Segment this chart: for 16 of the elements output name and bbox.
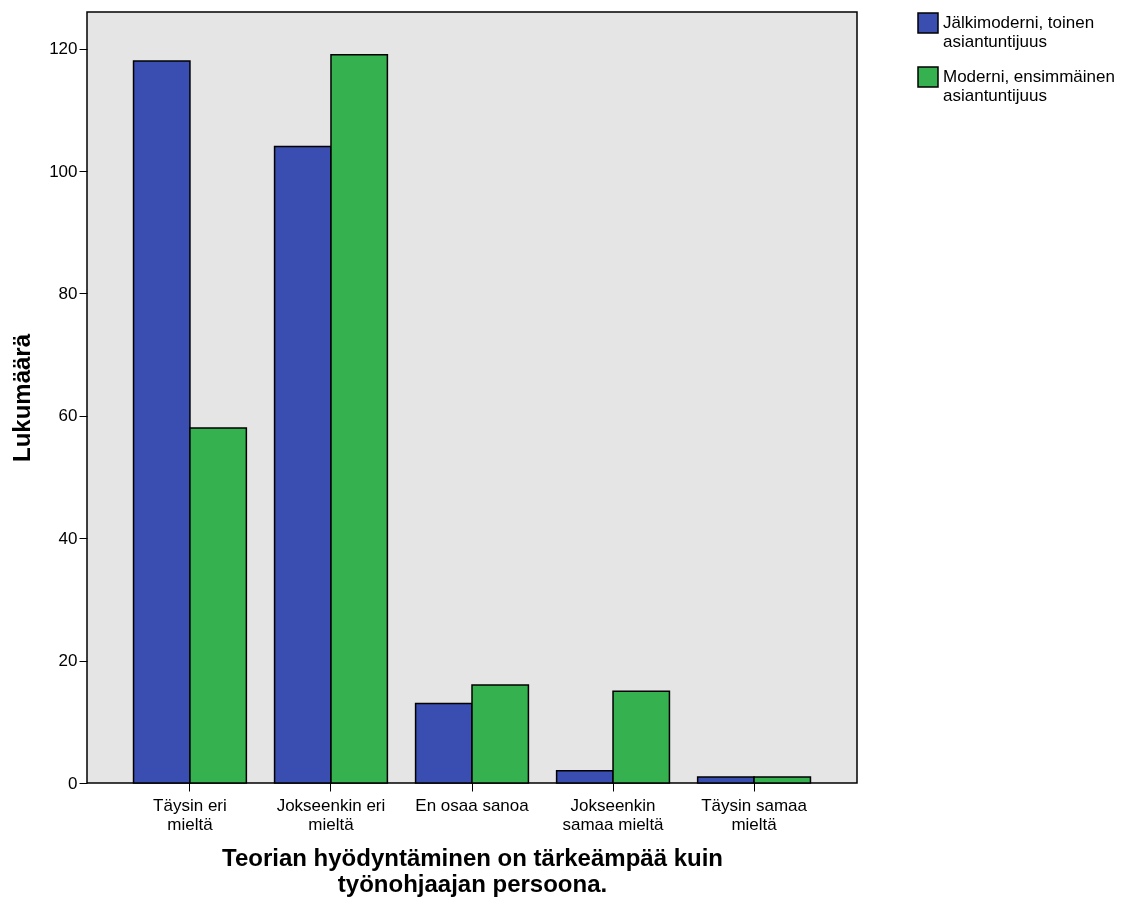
y-tick-label: 80 — [58, 283, 78, 303]
y-tick-label: 40 — [58, 528, 78, 548]
x-tick-label: Jokseenkin samaa mieltä — [562, 795, 665, 834]
x-tick-label: En osaa sanoa — [415, 795, 530, 815]
x-tick-label: Jokseenkin eri mieltä — [276, 795, 386, 834]
x-axis-title: Teorian hyödyntäminen on tärkeämpää kuin työnohjaajan persoona. — [222, 843, 723, 897]
y-tick-label: 0 — [68, 773, 78, 793]
legend-label: Jälkimoderni, toinen asiantuntijuus — [943, 13, 1095, 51]
y-tick-label: 20 — [58, 651, 78, 671]
y-tick-label: 120 — [49, 39, 78, 59]
legend-label: Moderni, ensimmäinen asiantuntijuus — [943, 67, 1115, 105]
y-tick-label: 100 — [49, 161, 78, 181]
x-tick-label: Täysin eri mieltä — [153, 795, 227, 834]
x-tick-label: Täysin samaa mieltä — [701, 795, 808, 834]
y-axis-title: Lukumäärä — [8, 333, 36, 463]
y-tick-label: 60 — [58, 406, 78, 426]
